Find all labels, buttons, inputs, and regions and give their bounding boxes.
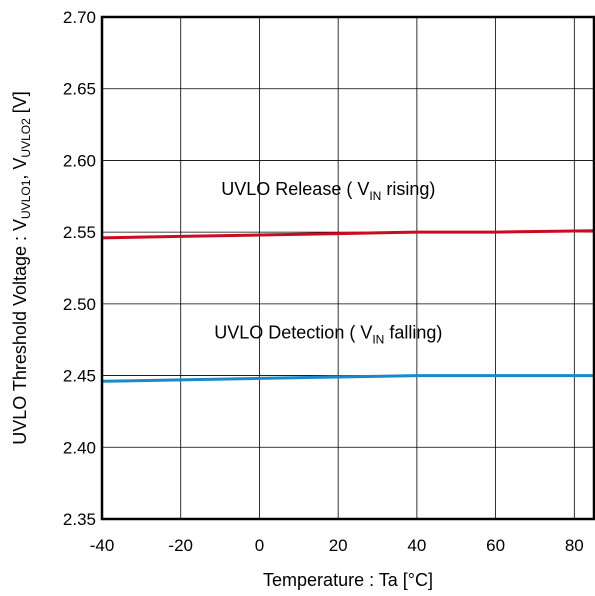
x-tick-label: 0 <box>255 536 264 555</box>
annotation-label: UVLO Release ( VIN rising) <box>221 179 435 203</box>
y-axis-title-tail: [V] <box>10 91 30 118</box>
annotation-text: rising) <box>381 179 435 199</box>
x-tick-labels: -40 -20 0 20 40 60 80 <box>90 536 584 555</box>
y-axis-title-sub2: UVLO2 <box>19 118 33 158</box>
series-lines <box>101 229 595 383</box>
grid-lines <box>102 17 594 519</box>
y-tick-label: 2.50 <box>63 295 96 314</box>
x-tick-label: 60 <box>486 536 505 555</box>
annotation-subscript: IN <box>369 189 381 203</box>
y-tick-label: 2.60 <box>63 151 96 170</box>
x-axis-title: Temperature : Ta [°C] <box>263 570 433 590</box>
y-tick-label: 2.65 <box>63 80 96 99</box>
x-tick-label: 40 <box>407 536 426 555</box>
plot-frame <box>100 15 595 521</box>
y-tick-label: 2.35 <box>63 510 96 529</box>
x-tick-label: 80 <box>565 536 584 555</box>
annotation-text: falling) <box>384 322 442 342</box>
x-tick-label: 20 <box>329 536 348 555</box>
y-tick-label: 2.45 <box>63 367 96 386</box>
y-axis-title-main: UVLO Threshold Voltage : V <box>10 219 30 445</box>
y-axis-title-sub1: UVLO1 <box>19 179 33 219</box>
annotation-label: UVLO Detection ( VIN falling) <box>214 322 442 346</box>
y-axis-title-mid: , V <box>10 158 30 180</box>
x-tick-label: -20 <box>168 536 193 555</box>
y-axis-title: UVLO Threshold Voltage : VUVLO1, VUVLO2 … <box>10 91 33 445</box>
annotation-subscript: IN <box>372 332 384 346</box>
y-tick-labels: 2.35 2.40 2.45 2.50 2.55 2.60 2.65 2.70 <box>63 8 96 529</box>
annotation-text: UVLO Detection ( V <box>214 322 372 342</box>
y-tick-label: 2.55 <box>63 223 96 242</box>
series-line-2 <box>101 374 594 383</box>
annotation-text: UVLO Release ( V <box>221 179 369 199</box>
series-line-1 <box>101 229 595 240</box>
y-tick-label: 2.40 <box>63 438 96 457</box>
x-tick-label: -40 <box>90 536 115 555</box>
y-tick-label: 2.70 <box>63 8 96 27</box>
annotations: UVLO Release ( VIN rising)UVLO Detection… <box>214 179 442 346</box>
